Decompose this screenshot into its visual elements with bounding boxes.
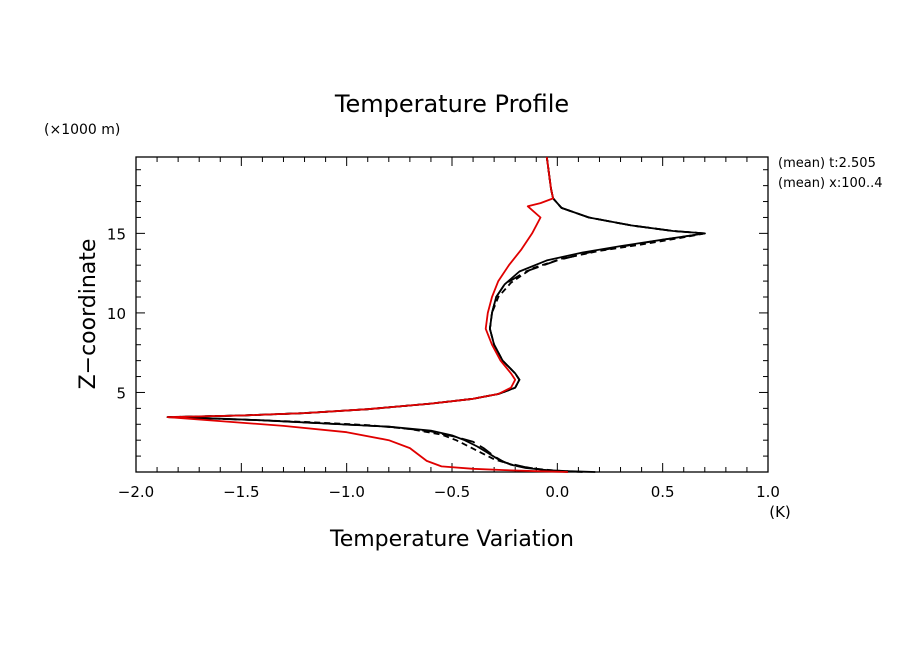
plot-frame <box>135 156 769 473</box>
annotation-x-mean: (mean) x:100..4 <box>778 176 883 191</box>
x-unit-label: (K) <box>769 503 791 521</box>
x-tick-label: −1.0 <box>328 483 364 501</box>
series-line-1 <box>166 156 706 473</box>
series-lines <box>166 156 706 473</box>
x-tick-label: −1.5 <box>223 483 259 501</box>
y-tick-label: 10 <box>107 305 126 323</box>
axes: −2.0 −1.5 −1.0 −0.5 0.0 0.5 1.0 5 10 15 <box>107 156 780 501</box>
annotation-time-mean: (mean) t:2.505 <box>778 156 876 171</box>
x-tick-label: 1.0 <box>756 483 780 501</box>
y-axis-title: Z−coordinate <box>76 239 101 390</box>
series-line-2 <box>166 156 706 473</box>
series-line-4 <box>166 156 568 473</box>
x-axis-title: Temperature Variation <box>329 527 574 552</box>
y-tick-label: 15 <box>107 225 126 243</box>
y-unit-label: (×1000 m) <box>44 122 120 138</box>
y-tick-label: 5 <box>116 384 126 402</box>
chart-title: Temperature Profile <box>334 90 569 118</box>
x-tick-label: 0.0 <box>545 483 569 501</box>
x-tick-label: −2.0 <box>118 483 154 501</box>
series-line-3 <box>166 156 706 473</box>
x-tick-label: 0.5 <box>651 483 675 501</box>
x-tick-label: −0.5 <box>434 483 470 501</box>
